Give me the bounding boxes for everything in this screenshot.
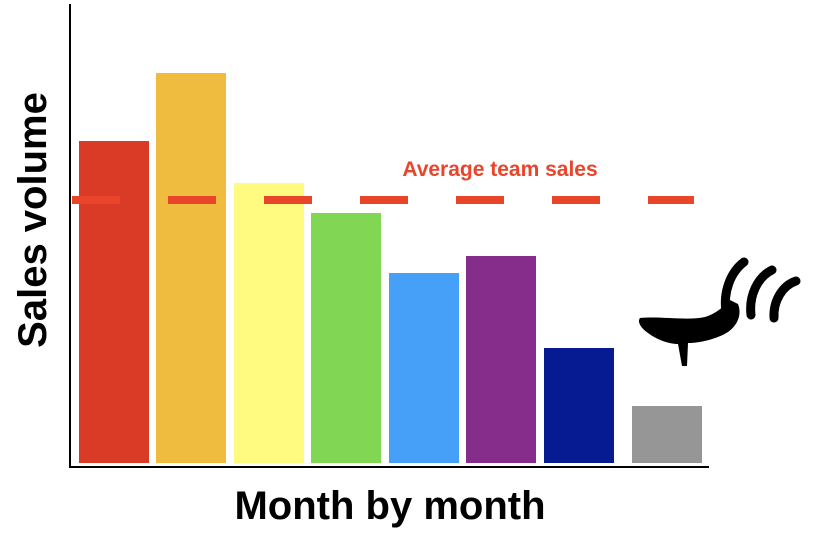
bar-4 bbox=[311, 213, 381, 463]
bar-1 bbox=[79, 141, 149, 463]
motion-arc-icon bbox=[769, 276, 801, 323]
motion-arc-icon bbox=[746, 265, 777, 320]
bar-5 bbox=[389, 273, 459, 463]
x-axis-title: Month by month bbox=[234, 484, 545, 528]
bar-2 bbox=[156, 73, 226, 463]
high-heel-shoe-icon bbox=[638, 300, 740, 366]
bar-3 bbox=[234, 183, 304, 463]
average-line-label: Average team sales bbox=[402, 158, 597, 181]
bar-6 bbox=[466, 256, 536, 463]
high-heel-kick-icon bbox=[638, 257, 801, 366]
bar-7 bbox=[544, 348, 614, 463]
bar-8 bbox=[632, 406, 702, 463]
y-axis-title: Sales volume bbox=[11, 92, 55, 348]
bars-group bbox=[79, 73, 702, 463]
